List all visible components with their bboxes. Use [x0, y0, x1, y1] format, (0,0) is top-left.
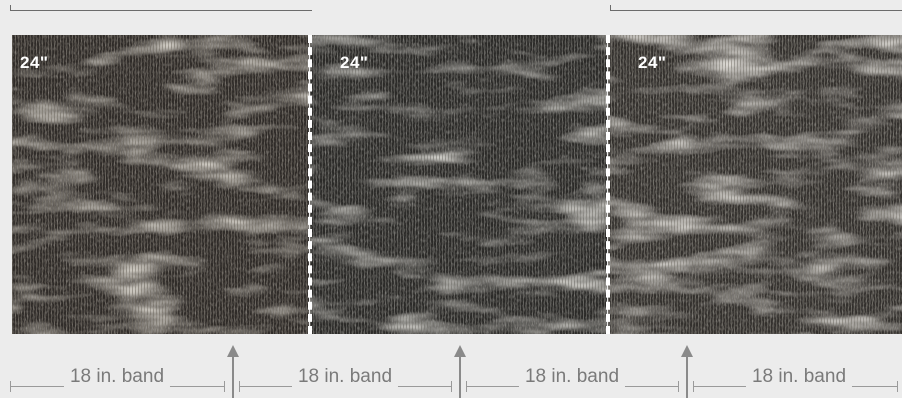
carpet-texture-1: [12, 35, 309, 334]
up-arrow-icon: [681, 345, 693, 398]
band-label-4: 18 in. band: [745, 364, 853, 390]
carpet-texture-3: [608, 35, 902, 334]
tile-seam-2: [606, 35, 610, 334]
up-arrow-icon: [227, 345, 239, 398]
tile-seam-1: [308, 35, 312, 334]
tile-size-label-2: 24": [340, 53, 369, 72]
carpet-tile-3: 24": [608, 35, 902, 334]
tile-size-label-3: 24": [638, 53, 667, 72]
up-arrow-icon: [454, 345, 466, 398]
band-label-3: 18 in. band: [518, 364, 626, 390]
carpet-tile-1: 24": [12, 35, 309, 334]
top-dimension-line-left: [10, 5, 312, 11]
band-label-2: 18 in. band: [291, 364, 399, 390]
carpet-tile-2: 24": [310, 35, 607, 334]
band-label-1: 18 in. band: [63, 364, 171, 390]
tile-size-label-1: 24": [20, 53, 49, 72]
carpet-tile-strip: 24": [12, 35, 902, 334]
top-dimension-line-right: [610, 5, 902, 11]
carpet-texture-2: [310, 35, 607, 334]
